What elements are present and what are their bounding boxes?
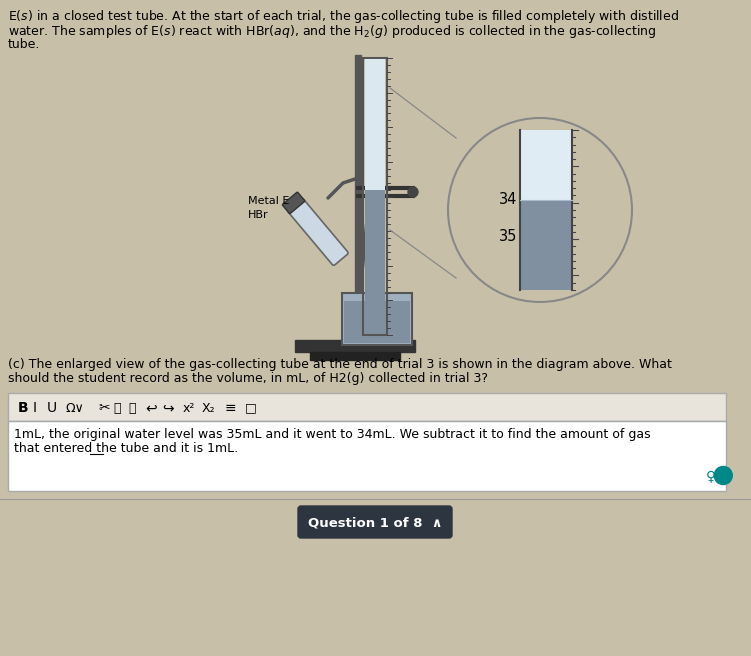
Text: Question 1 of 8  ∧: Question 1 of 8 ∧ (308, 516, 442, 529)
Text: X₂: X₂ (202, 401, 216, 415)
Text: water. The samples of E($s$) react with HBr($aq$), and the H$_2$($g$) produced i: water. The samples of E($s$) react with … (8, 23, 656, 40)
Text: ♀: ♀ (706, 469, 716, 483)
Bar (365, 59, 385, 190)
Text: 34: 34 (499, 192, 517, 207)
Text: 📄: 📄 (113, 401, 120, 415)
Text: □: □ (245, 401, 257, 415)
Bar (363, 58, 387, 335)
Bar (344, 301, 410, 343)
Bar (310, 352, 400, 360)
Bar (8, 421, 726, 491)
Text: ✂: ✂ (98, 401, 110, 415)
Text: Metal E: Metal E (248, 196, 289, 206)
Bar (295, 340, 415, 352)
Bar (8, 393, 726, 421)
Text: HBr: HBr (248, 210, 269, 220)
Circle shape (448, 118, 632, 302)
Bar (355, 55, 361, 350)
Text: U: U (47, 401, 57, 415)
Bar (520, 130, 572, 200)
Text: 📋: 📋 (128, 401, 135, 415)
Text: 35: 35 (499, 229, 517, 244)
FancyBboxPatch shape (298, 506, 452, 538)
Text: E($s$) in a closed test tube. At the start of each trial, the gas-collecting tub: E($s$) in a closed test tube. At the sta… (8, 8, 679, 25)
Text: I: I (33, 401, 37, 415)
Text: G: G (717, 468, 729, 483)
Bar (342, 293, 412, 345)
Circle shape (408, 187, 418, 197)
Text: x²: x² (183, 401, 195, 415)
Text: Ω∨: Ω∨ (65, 401, 84, 415)
Bar (520, 200, 572, 290)
Text: ≡: ≡ (225, 401, 237, 415)
Bar (365, 190, 385, 333)
Text: ↩: ↩ (145, 401, 157, 415)
FancyBboxPatch shape (288, 199, 348, 265)
Text: B: B (18, 401, 29, 415)
FancyBboxPatch shape (282, 192, 305, 214)
Text: that entered the tube and it is 1mL.: that entered the tube and it is 1mL. (14, 442, 238, 455)
Text: (c) The enlarged view of the gas-collecting tube at the end of trial 3 is shown : (c) The enlarged view of the gas-collect… (8, 358, 672, 371)
Text: ↪: ↪ (162, 401, 173, 415)
Text: tube.: tube. (8, 38, 41, 51)
Text: should the student record as the volume, in mL, of H2(g) collected in trial 3?: should the student record as the volume,… (8, 372, 488, 385)
Text: 1mL, the original water level was 35mL and it went to 34mL. We subtract it to fi: 1mL, the original water level was 35mL a… (14, 428, 650, 441)
